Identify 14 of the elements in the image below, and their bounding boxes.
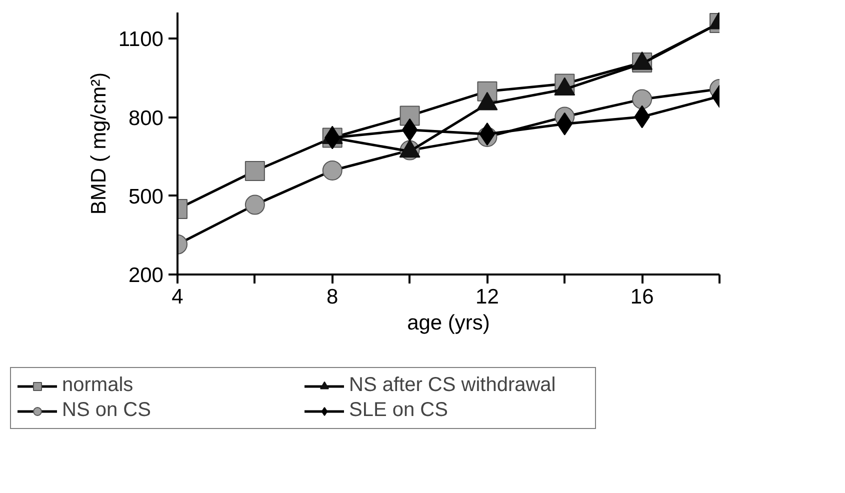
y-tick-label: 500 [128,185,164,208]
y-axis-title: BMD ( mg/cm²) [87,72,110,215]
x-axis-title: age (yrs) [407,312,490,334]
x-tick-label: 16 [630,286,654,308]
legend-label: SLE on CS [349,399,449,422]
y-tick-label: 800 [128,106,164,130]
y-tick-label: 200 [128,264,164,287]
x-tick-label: 12 [476,286,499,308]
x-tick-label: 8 [326,286,338,308]
y-tick-label: 1100 [118,28,164,52]
legend-label: NS after CS withdrawal [349,374,557,397]
x-tick-label: 4 [172,286,184,308]
legend-label: normals [62,374,134,397]
legend-label: NS on CS [62,399,152,422]
